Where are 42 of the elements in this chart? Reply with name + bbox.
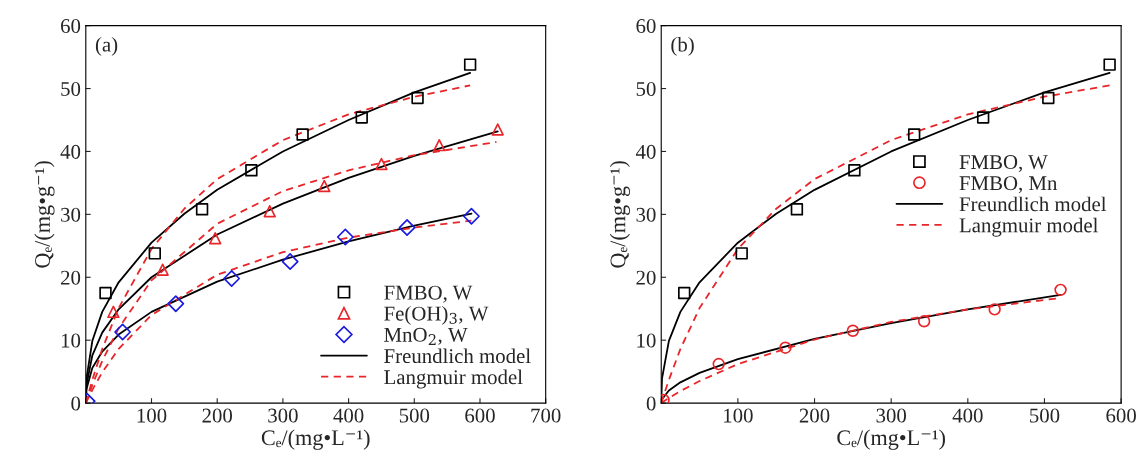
x-tick-label: 100 — [724, 408, 753, 423]
y-tick-label: 30 — [61, 207, 81, 222]
x-tick-label: 300 — [268, 408, 298, 423]
x-tick-label: 500 — [399, 408, 430, 423]
x-tick-label: 600 — [465, 408, 495, 423]
legend-label: FMBO, Mn — [959, 176, 1058, 194]
y-tick-label: 10 — [637, 333, 656, 348]
y-tick-label: 40 — [635, 144, 656, 159]
x-tick-label: 400 — [952, 408, 983, 423]
legend-label: Langmuir model — [384, 369, 523, 389]
x-tick-label: 200 — [799, 408, 830, 423]
legend-label: Freundlich model — [959, 196, 1107, 212]
y-tick-label: 60 — [636, 19, 656, 34]
y-tick-label: 0 — [71, 396, 81, 411]
x-axis-title: Cₑ/(mg•L⁻¹) — [837, 429, 946, 450]
y-tick-label: 0 — [646, 396, 656, 411]
y-tick-label: 20 — [61, 270, 81, 285]
y-axis-title: Qₑ/(mg•g⁻¹) — [34, 161, 55, 268]
y-tick-label: 60 — [61, 19, 81, 34]
y-tick-label: 50 — [61, 81, 81, 96]
legend-label: FMBO, W — [384, 285, 473, 303]
x-tick-label: 300 — [876, 408, 907, 423]
x-tick-label: 600 — [1106, 408, 1136, 423]
annotation: (a) — [95, 36, 118, 56]
x-tick-label: 700 — [531, 408, 561, 423]
legend-label: FMBO, W — [959, 155, 1048, 173]
y-tick-label: 40 — [60, 144, 81, 159]
y-tick-label: 10 — [61, 333, 81, 348]
legend-label: Freundlich model — [384, 348, 531, 364]
y-tick-label: 30 — [636, 207, 656, 222]
legend-label: Langmuir model — [959, 217, 1099, 237]
annotation: (b) — [671, 36, 694, 56]
y-tick-label: 20 — [636, 270, 656, 285]
y-tick-label: 50 — [636, 81, 656, 96]
x-tick-label: 400 — [333, 408, 364, 423]
x-tick-label: 500 — [1030, 408, 1060, 423]
legend-label: MnO$_{2}$, W — [384, 327, 468, 345]
x-tick-label: 100 — [137, 408, 167, 423]
x-axis-title: Cₑ/(mg•L⁻¹) — [261, 429, 370, 450]
x-tick-label: 200 — [202, 408, 233, 423]
y-axis-title: Qₑ/(mg•g⁻¹) — [609, 161, 630, 268]
legend-label: Fe(OH)$_{3}$, W — [384, 305, 489, 325]
